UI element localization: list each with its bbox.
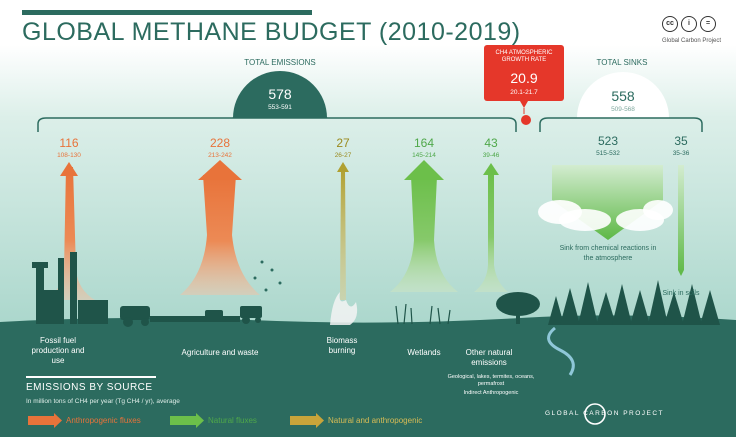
farm-silhouette <box>120 306 262 327</box>
sinks-bracket <box>539 117 703 132</box>
sink-atmosphere-label: Sink from chemical reactions in the atmo… <box>559 245 657 262</box>
growth-rate-value: 20.9 <box>510 70 538 86</box>
factory-silhouette <box>32 252 108 324</box>
cloud-right-2 <box>643 200 673 220</box>
growth-rate-box <box>484 45 564 101</box>
gcp-small-label: Global Carbon Project <box>662 38 722 44</box>
legend-rule <box>26 376 156 378</box>
gcp-logo-text: GLOBAL CARBON PROJECT <box>545 410 665 417</box>
legend-swatch-mixed <box>290 416 316 425</box>
total-emissions-value: 578 <box>268 86 292 102</box>
growth-rate-pointer <box>520 101 528 108</box>
total-sinks-dome <box>577 72 669 118</box>
source-other-range: 39-46 <box>482 152 500 159</box>
source-agriculture-value: 228 <box>209 136 231 150</box>
source-other-label: Other natural emissions <box>465 348 513 367</box>
legend-swatch-natural-tip <box>196 413 204 428</box>
sink-atmosphere-value: 523 <box>597 134 619 148</box>
total-emissions-range: 553-591 <box>268 104 292 111</box>
cloud-left-2 <box>559 209 611 231</box>
sink-soil-value: 35 <box>674 134 688 148</box>
legend-label-mixed: Natural and anthropogenic <box>328 416 423 425</box>
arrowhead-other-natural <box>483 163 499 175</box>
arrow-other-natural <box>474 170 508 292</box>
source-biomass-label: Biomass burning <box>326 336 358 355</box>
arrowhead-agriculture <box>198 160 242 180</box>
source-other-note: Geological, lakes, termites, oceans, per… <box>447 374 535 387</box>
source-wetlands-value: 164 <box>413 136 435 150</box>
source-other-value: 43 <box>484 136 498 150</box>
total-sinks-label: TOTAL SINKS <box>596 58 648 67</box>
legend-swatch-anthropogenic-tip <box>54 413 62 428</box>
source-biomass-range: 26-27 <box>334 152 352 159</box>
source-wetlands-range: 145-214 <box>412 152 436 159</box>
sink-soil-label: Sink in soils <box>662 290 700 297</box>
tree-trunk <box>516 310 520 324</box>
forest-silhouette <box>548 280 720 325</box>
source-biomass-value: 27 <box>336 136 350 150</box>
title-bar <box>22 10 312 15</box>
growth-rate-dot <box>521 115 531 125</box>
soil-sink-bar <box>678 165 684 276</box>
total-emissions-label: TOTAL EMISSIONS <box>244 58 316 67</box>
source-agriculture-range: 213-242 <box>208 152 232 159</box>
source-other-note2: Indirect Anthropogenic <box>463 390 519 396</box>
arrow-biomass <box>340 168 346 300</box>
sink-atmosphere-range: 515-532 <box>596 150 620 157</box>
gcp-logo-circle <box>584 403 606 425</box>
legend-title: EMISSIONS BY SOURCE <box>26 382 153 393</box>
tree <box>496 292 540 316</box>
by-icon: i <box>681 16 697 32</box>
arrowhead-fossil-fuel <box>60 162 78 176</box>
source-fossil-range: 108-130 <box>57 152 81 159</box>
sink-soil-range: 35-36 <box>672 150 690 157</box>
source-fossil-value: 116 <box>59 136 79 150</box>
nd-icon: = <box>700 16 716 32</box>
arrow-agriculture <box>180 175 260 295</box>
legend-swatch-mixed-tip <box>316 413 324 428</box>
legend-label-natural: Natural fluxes <box>208 416 257 425</box>
legend-swatch-anthropogenic <box>28 416 54 425</box>
legend-label-anthropogenic: Anthropogenic fluxes <box>66 416 141 425</box>
birds <box>253 260 282 292</box>
source-wetlands-label: Wetlands <box>407 348 441 357</box>
growth-rate-label: CH4 ATMOSPHERIC GROWTH RATE <box>495 50 553 63</box>
fire-smoke <box>330 292 358 325</box>
page-title: GLOBAL METHANE BUDGET (2010-2019) <box>22 18 521 46</box>
wetland-reeds <box>395 303 451 325</box>
arrowhead-biomass <box>337 162 349 172</box>
river <box>547 326 575 376</box>
legend-subtitle: In million tons of CH4 per year (Tg CH4 … <box>26 398 180 405</box>
total-sinks-range: 509-568 <box>611 106 635 113</box>
arrowhead-wetlands <box>404 160 444 180</box>
growth-rate-range: 20.1-21.7 <box>510 89 538 96</box>
legend-swatch-natural <box>170 416 196 425</box>
emissions-bracket <box>37 117 517 132</box>
source-agriculture-label: Agriculture and waste <box>181 348 259 357</box>
arrow-wetlands <box>390 176 458 292</box>
arrow-fossil-fuel <box>45 167 95 300</box>
cc-icon: cc <box>662 16 678 32</box>
total-emissions-dome-core <box>233 71 327 118</box>
total-sinks-value: 558 <box>611 88 635 104</box>
atmospheric-sink-funnel <box>552 165 663 240</box>
source-fossil-label: Fossil fuel production and use <box>31 336 85 365</box>
